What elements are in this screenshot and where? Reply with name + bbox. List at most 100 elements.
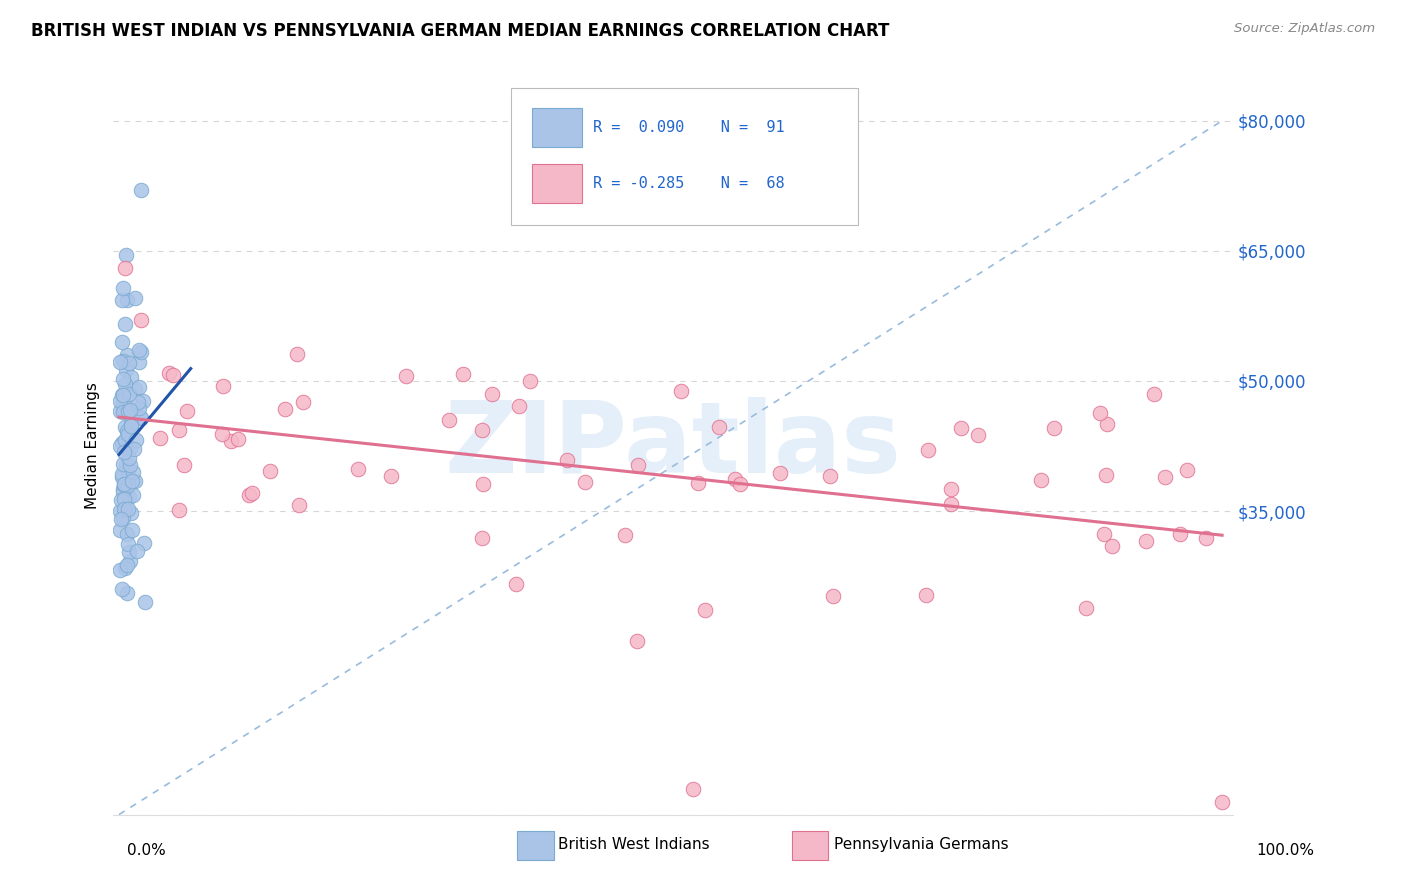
Point bbox=[120, 370, 142, 384]
Point bbox=[614, 528, 637, 542]
Point bbox=[259, 464, 281, 478]
Point bbox=[117, 537, 139, 551]
Point bbox=[1175, 462, 1198, 476]
Point bbox=[114, 419, 136, 434]
Point bbox=[117, 427, 139, 442]
Point bbox=[129, 344, 152, 359]
Point bbox=[112, 491, 135, 506]
Point bbox=[114, 477, 136, 491]
Point bbox=[114, 317, 136, 331]
Point bbox=[111, 457, 134, 471]
Point bbox=[120, 422, 142, 436]
Point bbox=[226, 432, 249, 446]
Point bbox=[115, 458, 138, 473]
Point bbox=[124, 474, 146, 488]
Point bbox=[134, 595, 156, 609]
Y-axis label: Median Earnings: Median Earnings bbox=[86, 383, 100, 509]
Point bbox=[120, 441, 142, 455]
Point bbox=[115, 293, 138, 307]
Point bbox=[219, 434, 242, 449]
Point bbox=[108, 504, 131, 518]
Point bbox=[121, 523, 143, 537]
Point bbox=[818, 469, 841, 483]
Point bbox=[287, 498, 309, 512]
Point bbox=[114, 502, 136, 516]
Point bbox=[451, 367, 474, 381]
Point bbox=[769, 466, 792, 480]
Point bbox=[1168, 526, 1191, 541]
Point bbox=[129, 409, 152, 424]
Point bbox=[120, 417, 142, 432]
Point bbox=[211, 427, 233, 442]
Point bbox=[112, 477, 135, 491]
Point bbox=[124, 291, 146, 305]
Point bbox=[117, 472, 139, 486]
FancyBboxPatch shape bbox=[510, 88, 858, 225]
Point bbox=[114, 561, 136, 575]
Point bbox=[129, 411, 152, 425]
Point bbox=[915, 588, 938, 602]
Point bbox=[941, 482, 963, 496]
Point bbox=[115, 441, 138, 455]
Point bbox=[114, 363, 136, 377]
Point bbox=[274, 401, 297, 416]
Point bbox=[128, 380, 150, 394]
Point bbox=[1154, 469, 1177, 483]
Point bbox=[125, 434, 148, 448]
Point bbox=[127, 395, 149, 409]
Point bbox=[1211, 795, 1233, 809]
Point bbox=[120, 418, 142, 433]
Point bbox=[939, 497, 962, 511]
Point bbox=[111, 470, 134, 484]
Point bbox=[470, 423, 492, 437]
Point bbox=[108, 524, 131, 538]
Point bbox=[693, 603, 716, 617]
Text: Source: ZipAtlas.com: Source: ZipAtlas.com bbox=[1234, 22, 1375, 36]
Point bbox=[157, 367, 180, 381]
Point bbox=[132, 536, 155, 550]
Point bbox=[1094, 468, 1116, 483]
Point bbox=[129, 183, 152, 197]
Point bbox=[128, 343, 150, 357]
Point bbox=[120, 403, 142, 417]
Point bbox=[238, 488, 260, 502]
Point bbox=[128, 401, 150, 415]
FancyBboxPatch shape bbox=[533, 109, 582, 146]
Point bbox=[111, 388, 134, 402]
Point bbox=[115, 348, 138, 362]
Text: BRITISH WEST INDIAN VS PENNSYLVANIA GERMAN MEDIAN EARNINGS CORRELATION CHART: BRITISH WEST INDIAN VS PENNSYLVANIA GERM… bbox=[31, 22, 890, 40]
Point bbox=[111, 405, 134, 419]
Point bbox=[481, 387, 503, 401]
Point bbox=[471, 531, 494, 545]
Point bbox=[519, 374, 541, 388]
Point bbox=[124, 382, 146, 396]
Point bbox=[111, 467, 134, 481]
Point bbox=[111, 293, 134, 308]
Point bbox=[110, 563, 132, 577]
Point bbox=[117, 478, 139, 492]
Point bbox=[724, 472, 747, 486]
Point bbox=[966, 428, 988, 442]
Point bbox=[114, 377, 136, 392]
Point bbox=[439, 413, 461, 427]
Text: ZIPatlas: ZIPatlas bbox=[444, 398, 901, 494]
Point bbox=[707, 419, 730, 434]
Point bbox=[111, 354, 134, 368]
FancyBboxPatch shape bbox=[533, 164, 582, 202]
Point bbox=[122, 465, 145, 479]
Point bbox=[291, 395, 314, 409]
Point bbox=[111, 388, 134, 402]
Point bbox=[111, 485, 134, 500]
Point bbox=[108, 394, 131, 409]
Point bbox=[117, 463, 139, 477]
Text: R =  0.090    N =  91: R = 0.090 N = 91 bbox=[593, 120, 785, 135]
Point bbox=[129, 313, 152, 327]
Point bbox=[115, 424, 138, 438]
Point bbox=[125, 543, 148, 558]
Point bbox=[114, 248, 136, 262]
Point bbox=[117, 386, 139, 401]
Point bbox=[112, 281, 135, 295]
Point bbox=[111, 582, 134, 597]
Point bbox=[821, 589, 844, 603]
Point bbox=[117, 585, 139, 599]
